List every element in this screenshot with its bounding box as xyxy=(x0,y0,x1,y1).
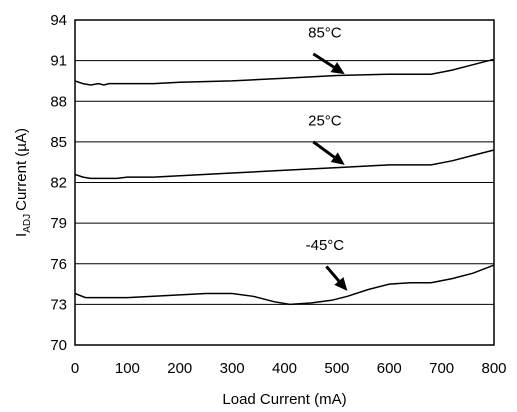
x-tick-label: 100 xyxy=(115,360,140,377)
y-axis-title-prefix: I xyxy=(13,233,30,237)
y-tick-label: 88 xyxy=(50,93,67,110)
y-tick-label: 76 xyxy=(50,256,67,273)
x-tick-label: 200 xyxy=(167,360,192,377)
series-annotation-label: 25°C xyxy=(308,113,342,130)
y-tick-label: 70 xyxy=(50,337,67,354)
series-lines xyxy=(74,58,495,306)
y-tick-label: 73 xyxy=(50,296,67,313)
y-tick-label: 82 xyxy=(50,175,67,192)
series-line xyxy=(74,264,495,306)
y-axis-title-subscript: ADJ xyxy=(22,214,33,233)
y-axis-title-main: Current (µA) xyxy=(13,128,30,211)
annotation-arrow-head xyxy=(334,277,348,291)
x-tick-label: 400 xyxy=(272,360,297,377)
annotation-label-background xyxy=(290,22,361,43)
grid-lines xyxy=(75,19,494,346)
series-annotation-label: -45°C xyxy=(306,237,345,254)
y-tick-label: 79 xyxy=(50,215,67,232)
annotation-arrow-head xyxy=(330,152,345,165)
series-line xyxy=(74,149,495,180)
x-tick-labels: 0 100 200 300 400 500 600 700 800 xyxy=(71,360,507,377)
annotations: 85°C 25°C -45°C xyxy=(290,22,361,291)
annotation-arrow-shaft xyxy=(312,52,335,69)
annotation-arrow-shaft xyxy=(312,140,336,159)
annotation-arrow-head xyxy=(330,62,345,75)
annotation-arrow-shaft xyxy=(325,265,341,282)
series-line xyxy=(74,58,495,86)
x-tick-label: 300 xyxy=(220,360,245,377)
x-tick-label: 600 xyxy=(377,360,402,377)
y-axis-title: IADJ Current (µA) xyxy=(13,128,33,237)
y-tick-label: 94 xyxy=(50,12,67,29)
x-tick-label: 700 xyxy=(429,360,454,377)
series-annotation-label: 85°C xyxy=(308,25,342,42)
annotation-label-background xyxy=(290,235,361,256)
x-tick-label: 0 xyxy=(71,360,79,377)
x-tick-label: 800 xyxy=(481,360,506,377)
x-tick-label: 500 xyxy=(324,360,349,377)
y-tick-label: 85 xyxy=(50,134,67,151)
y-tick-label: 91 xyxy=(50,53,67,70)
x-axis-title: Load Current (mA) xyxy=(222,391,346,408)
annotation-label-background xyxy=(290,110,361,131)
y-tick-labels: 70 73 76 79 82 85 88 91 94 xyxy=(50,12,67,354)
plot-frame xyxy=(74,19,495,346)
